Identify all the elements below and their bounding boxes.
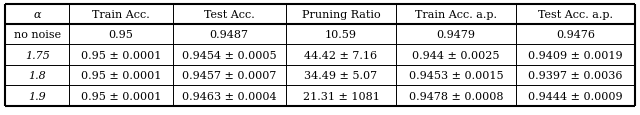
Text: 0.9453 ± 0.0015: 0.9453 ± 0.0015: [409, 70, 504, 80]
Text: 0.95 ± 0.0001: 0.95 ± 0.0001: [81, 70, 161, 80]
Text: Train Acc.: Train Acc.: [92, 10, 150, 20]
Text: Train Acc. a.p.: Train Acc. a.p.: [415, 10, 497, 20]
Text: Test Acc.: Test Acc.: [204, 10, 255, 20]
Text: 0.9457 ± 0.0007: 0.9457 ± 0.0007: [182, 70, 276, 80]
Text: 1.75: 1.75: [25, 50, 50, 60]
Text: 1.8: 1.8: [28, 70, 46, 80]
Text: 0.9444 ± 0.0009: 0.9444 ± 0.0009: [528, 91, 623, 101]
Text: Test Acc. a.p.: Test Acc. a.p.: [538, 10, 613, 20]
Text: 0.9409 ± 0.0019: 0.9409 ± 0.0019: [528, 50, 623, 60]
Text: 0.9476: 0.9476: [556, 30, 595, 40]
Text: 0.95: 0.95: [109, 30, 134, 40]
Text: α: α: [33, 10, 41, 20]
Text: 0.944 ± 0.0025: 0.944 ± 0.0025: [412, 50, 500, 60]
Text: 10.59: 10.59: [325, 30, 357, 40]
Text: 0.9463 ± 0.0004: 0.9463 ± 0.0004: [182, 91, 276, 101]
Text: 0.9478 ± 0.0008: 0.9478 ± 0.0008: [409, 91, 504, 101]
Text: 21.31 ± 1081: 21.31 ± 1081: [303, 91, 380, 101]
Text: Pruning Ratio: Pruning Ratio: [301, 10, 380, 20]
Text: 0.9454 ± 0.0005: 0.9454 ± 0.0005: [182, 50, 276, 60]
Text: 0.9397 ± 0.0036: 0.9397 ± 0.0036: [528, 70, 623, 80]
Text: 0.95 ± 0.0001: 0.95 ± 0.0001: [81, 91, 161, 101]
Text: 44.42 ± 7.16: 44.42 ± 7.16: [305, 50, 378, 60]
Text: no noise: no noise: [13, 30, 61, 40]
Text: 0.95 ± 0.0001: 0.95 ± 0.0001: [81, 50, 161, 60]
Text: 1.9: 1.9: [28, 91, 46, 101]
Text: 0.9487: 0.9487: [210, 30, 249, 40]
Text: 34.49 ± 5.07: 34.49 ± 5.07: [305, 70, 378, 80]
Text: 0.9479: 0.9479: [436, 30, 476, 40]
